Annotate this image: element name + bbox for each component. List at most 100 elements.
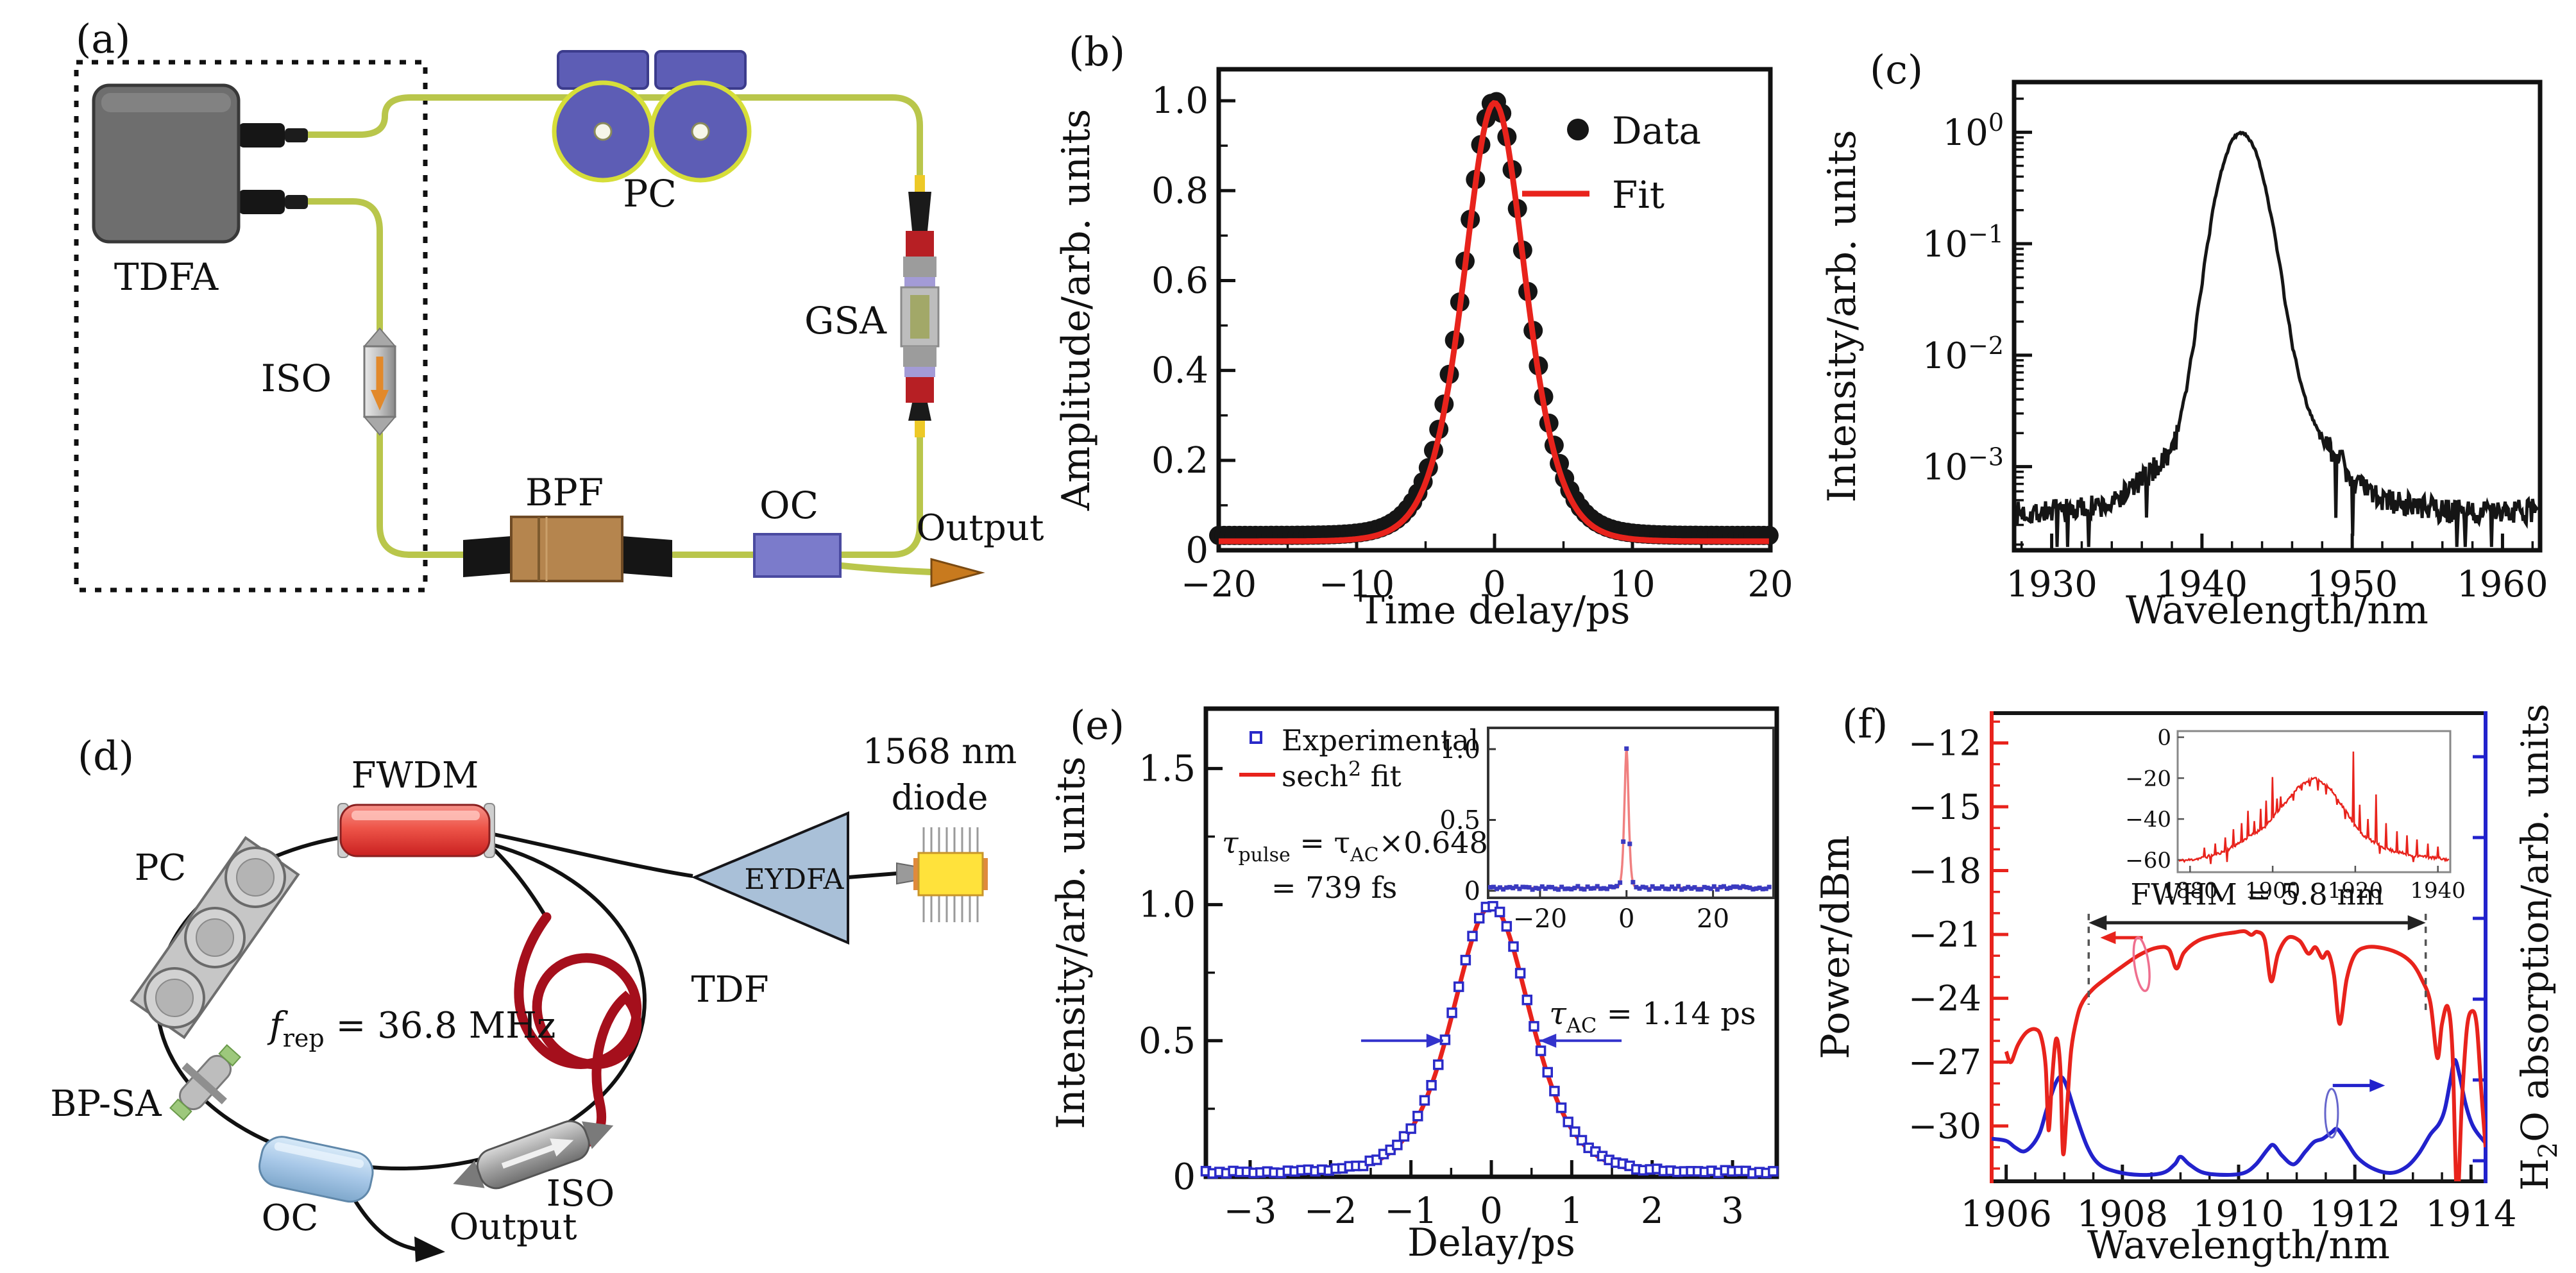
y-tick-label: −30	[1908, 1106, 1981, 1147]
inset-data-point	[1637, 886, 1642, 891]
inset-data-point	[1763, 886, 1768, 891]
inset-data-point	[1634, 884, 1639, 889]
x-tick-label: 0	[1483, 564, 1506, 605]
inset-data-point	[1585, 884, 1590, 889]
inset-data-point	[1559, 884, 1564, 889]
inset-data-point	[1728, 885, 1733, 890]
y-tick-label: 10−1	[1922, 220, 2004, 266]
inset-data-point	[1618, 880, 1623, 885]
y-tick-label: 1.0	[1151, 80, 1208, 122]
inset-data-point	[1679, 887, 1684, 892]
tau-pulse-annotation-line2: = 739 fs	[1271, 870, 1397, 905]
inset-data-point	[1520, 884, 1525, 889]
oc-icon	[258, 1136, 374, 1203]
output-label: Output	[450, 1206, 577, 1248]
inset-x-tick-label: −20	[1513, 904, 1567, 934]
data-point	[1405, 1123, 1416, 1134]
inset-spectrum-curve	[2178, 751, 2450, 864]
data-point	[1501, 921, 1513, 932]
bpf-icon	[463, 516, 672, 582]
inset-data-point	[1640, 884, 1645, 889]
y-tick-label: 0.4	[1151, 350, 1208, 392]
x-tick-label: 1914	[2425, 1193, 2517, 1235]
data-point	[1412, 1111, 1423, 1122]
tdf-label: TDF	[691, 969, 768, 1011]
inset-data-point	[1523, 884, 1529, 889]
plot-frame	[2012, 80, 2543, 553]
inset-data-point	[1659, 884, 1665, 889]
data-point	[1460, 954, 1471, 966]
panel-b-tag: (b)	[1069, 28, 1125, 75]
iso-icon	[362, 327, 397, 436]
inset-data-point	[1647, 887, 1652, 892]
y-tick-label: 0.2	[1151, 440, 1208, 482]
inset-y-tick-label: 0	[1464, 877, 1480, 906]
inset-data-point	[1546, 884, 1551, 889]
y-tick-label: −15	[1908, 787, 1981, 827]
data-point	[1563, 1117, 1573, 1127]
data-point	[1576, 1134, 1588, 1146]
inset-data-point	[1607, 884, 1613, 889]
x-tick-label: 1940	[2157, 564, 2248, 605]
inset-x-tick-label: 20	[1697, 904, 1729, 934]
frep-label: frep = 36.8 MHz	[267, 1005, 555, 1052]
data-point	[1426, 1080, 1437, 1091]
fwdm-label: FWDM	[352, 755, 479, 797]
inset-data-point	[1556, 887, 1561, 892]
legend-square-icon	[1250, 731, 1262, 744]
oc-label: OC	[759, 484, 818, 527]
inset-data-point	[1572, 886, 1577, 891]
inset-data-point	[1643, 885, 1648, 890]
inset-data-point	[1539, 884, 1545, 889]
inset-data-point	[1682, 886, 1688, 891]
inset-data-point	[1656, 886, 1661, 891]
inset-y-tick-label: −40	[2125, 807, 2171, 832]
legend-dot-icon	[1567, 119, 1589, 140]
legend-label-fit: Fit	[1612, 173, 1665, 217]
inset-data-point	[1579, 886, 1584, 891]
y-tick-label: 1.0	[1139, 884, 1196, 926]
pump-fiber-paths	[348, 832, 897, 1251]
panel-f-chart: (f) 1906 1908 1910 1912 1914 −12 −15 −18 −21 −24 −2…	[1809, 641, 2576, 1273]
diode-wavelength-label: 1568 nm	[863, 731, 1017, 771]
inset-data-point	[1588, 886, 1593, 891]
inset-data-point	[1527, 885, 1532, 890]
inset-data-point	[1738, 885, 1743, 890]
panel-d-tag: (d)	[78, 732, 134, 779]
inset-data-point	[1487, 885, 1493, 890]
x-tick-label: −3	[1224, 1190, 1277, 1232]
tdfa-label: TDFA	[114, 255, 219, 299]
output-label: Output	[917, 507, 1044, 549]
y-tick-label: 100	[1943, 108, 2004, 154]
oc-icon	[753, 533, 842, 578]
data-point	[1508, 941, 1519, 952]
y-tick-label: −24	[1908, 979, 1981, 1019]
inset-data-point	[1689, 886, 1694, 891]
y-tick-label: 10−2	[1922, 332, 2004, 377]
inset-data-point	[1517, 886, 1522, 891]
inset-data-point	[1511, 886, 1516, 891]
inset-data-point	[1553, 886, 1558, 891]
eydfa-icon	[691, 811, 849, 945]
diode-icon	[896, 827, 988, 922]
data-point	[1392, 1140, 1403, 1151]
x-tick-label: 2	[1641, 1190, 1664, 1232]
inset-data-point	[1673, 886, 1678, 891]
inset-data-point	[1566, 886, 1571, 891]
data-point	[1514, 968, 1526, 979]
y-tick-label: 10−3	[1922, 443, 2004, 489]
inset-data-point	[1705, 885, 1710, 890]
y-axis-label: Intensity/arb. units	[1820, 130, 1865, 502]
inset-data-point	[1627, 841, 1632, 847]
pc-paddles-icon	[552, 50, 752, 183]
inset-data-point	[1757, 885, 1762, 890]
inset-data-point	[1501, 887, 1506, 892]
inset-data-point	[1760, 886, 1765, 891]
inset-data-point	[1621, 839, 1626, 844]
x-tick-label: 10	[1609, 564, 1655, 605]
arrow-head-icon	[1539, 1033, 1557, 1048]
inset-y-tick-label: 1.0	[1439, 735, 1480, 764]
data-point	[1535, 1045, 1546, 1056]
y-tick-label: 0	[1185, 530, 1208, 571]
y-axis-label-right: H2O absorption/arb. units	[2513, 704, 2563, 1191]
